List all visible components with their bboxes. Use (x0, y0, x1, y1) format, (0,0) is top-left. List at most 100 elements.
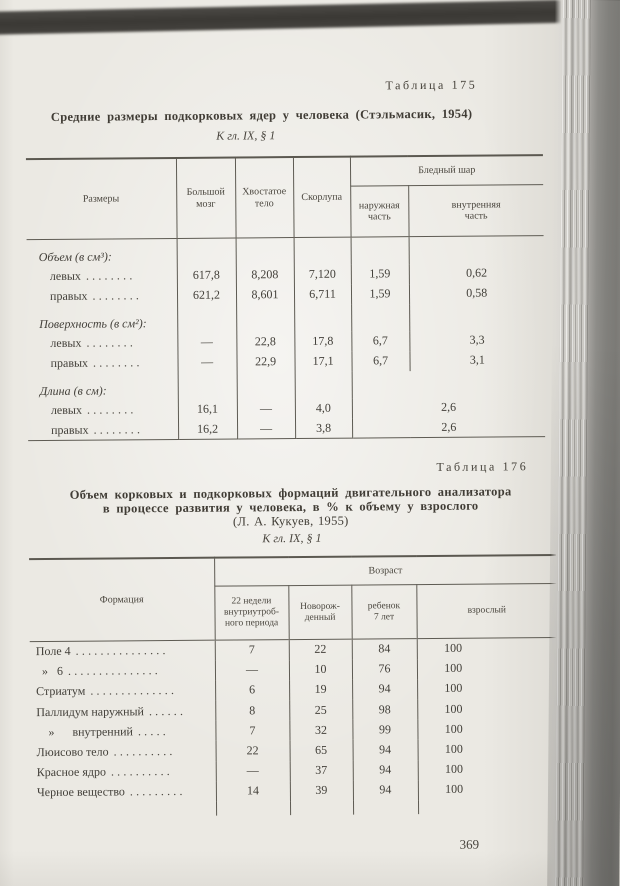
page-number: 369 (459, 836, 480, 852)
cell-value: 39 (289, 780, 353, 802)
col-header-age-group: Возраст (214, 554, 557, 587)
cell-value: 98 (352, 699, 418, 720)
cell-value: 100 (417, 738, 558, 760)
cell-value: 7 (214, 639, 289, 661)
cell-value: 621,2 (176, 284, 237, 306)
cell-value: 22 (288, 639, 352, 660)
col-header-khvostatoe-telo: Хвостатое тело (234, 157, 294, 239)
dot-leader: ........ (92, 288, 143, 303)
cell-value: 37 (289, 760, 353, 781)
dot-leader: ........ (93, 421, 144, 437)
cell-value: 94 (352, 779, 418, 801)
table-176: Формация Возраст 22 недели внутриутроб- … (29, 553, 559, 818)
cell-value: — (177, 331, 237, 353)
col-header-bledny-shar: Бледный шар (349, 155, 544, 187)
section-label: Поверхность (в см²): (39, 315, 147, 331)
cell-value: 94 (352, 759, 418, 781)
col-header-skorlupa: Скорлупа (292, 156, 351, 238)
dot-leader: ......... (129, 784, 186, 799)
cell-value: 4,0 (294, 398, 352, 419)
cell-value: 25 (289, 699, 353, 721)
col-header-child-7: ребенок 7 лет (351, 584, 417, 640)
cell-value: 1,59 (350, 283, 410, 305)
cell-value: 94 (352, 678, 418, 700)
cell-value: 100 (417, 677, 558, 700)
book-fore-edge (547, 0, 620, 886)
cell-value: 14 (215, 780, 290, 802)
cell-value: 16,2 (177, 418, 238, 440)
section-row-volume: Объем (в см³): (27, 235, 544, 267)
page-edge-shade (547, 0, 620, 886)
table-175-title: Средние размеры подкорковых ядер у челов… (50, 106, 473, 124)
dot-leader: ........ (85, 268, 136, 283)
row-label: » внутренний (36, 724, 133, 739)
cell-value: 6,711 (293, 284, 352, 305)
col-header-newborn: Новорож- денный (288, 585, 352, 640)
table-rule-stub (31, 798, 559, 817)
cell-value: 7 (215, 720, 290, 742)
row-label: правых (49, 288, 88, 303)
dot-leader: .............. (90, 683, 178, 699)
table-175-caption: Таблица 175 (385, 77, 478, 93)
cell-value: 100 (417, 698, 558, 720)
cell-value: 8 (215, 700, 290, 721)
col-header-bolshoy-mozg: Большой мозг (175, 157, 236, 239)
cell-value: 65 (289, 740, 353, 761)
section-row-surface: Поверхность (в см²): (27, 302, 545, 334)
cell-value: — (177, 351, 237, 373)
dot-leader: .......... (113, 744, 176, 759)
dot-leader: ............... (67, 663, 162, 679)
cell-value: 100 (417, 778, 558, 801)
cell-value: 617,8 (176, 264, 236, 286)
cell-value: — (236, 398, 295, 419)
col-header-vnutrennyaya-chast: внутренняя часть (408, 184, 544, 237)
cell-value: 22,8 (236, 331, 295, 352)
table-176-title: Объем корковых и подкорковых формаций дв… (9, 484, 573, 530)
table-175-chapter-ref: К гл. IX, § 1 (216, 128, 276, 143)
section-row-length: Длина (в см): (28, 369, 545, 401)
dot-leader: ........ (86, 335, 137, 350)
cell-value: 7,120 (293, 264, 351, 285)
col-header-naruzhnaya-chast: наружная часть (350, 185, 409, 238)
cell-value: — (215, 760, 290, 782)
row-label: Люисово тело (36, 744, 109, 760)
dot-leader: ............... (75, 643, 169, 659)
col-header-22-weeks: 22 недели внутриутроб- ного периода (214, 585, 289, 641)
cell-value: 32 (289, 719, 353, 741)
row-label: правых (51, 422, 89, 437)
cell-value: 94 (352, 739, 418, 761)
cell-value: 10 (288, 659, 353, 680)
col-header-razmery: Размеры (82, 193, 120, 205)
dot-leader: ..... (137, 723, 169, 739)
cell-value: 16,1 (177, 398, 237, 420)
section-label: Длина (в см): (39, 383, 107, 398)
row-label: Красное ядро (36, 764, 106, 780)
row-label: Поле 4 (35, 644, 71, 659)
dot-leader: ...... (148, 703, 187, 718)
cell-value: 100 (416, 637, 557, 659)
cell-value: 22 (215, 740, 290, 762)
cell-value: 100 (417, 718, 558, 740)
cell-value: — (214, 659, 290, 681)
section-label: Объем (в см³): (38, 248, 112, 264)
dot-leader: .......... (110, 764, 173, 779)
cell-value: 0,62 (408, 262, 544, 284)
row-label: » 6 (35, 664, 64, 679)
row-label: Черное вещество (36, 784, 125, 800)
dot-leader: ........ (92, 355, 143, 370)
cell-value: 3,3 (409, 329, 545, 351)
cell-value: 3,1 (409, 349, 545, 371)
cell-value: 6,7 (351, 330, 410, 352)
row-label: Паллидум наружный (36, 703, 145, 719)
cell-value: 2,6 (351, 416, 546, 439)
cell-value: 3,8 (294, 418, 353, 439)
cell-value: 76 (351, 658, 418, 680)
table-row: правых........ 16,2 — 3,8 2,6 (27, 416, 546, 441)
table-176-caption: Таблица 176 (436, 459, 529, 474)
cell-value: 2,6 (351, 396, 545, 419)
cell-value: 19 (289, 679, 353, 701)
cell-value: 6,7 (351, 350, 410, 372)
cell-value: 6 (215, 679, 290, 701)
